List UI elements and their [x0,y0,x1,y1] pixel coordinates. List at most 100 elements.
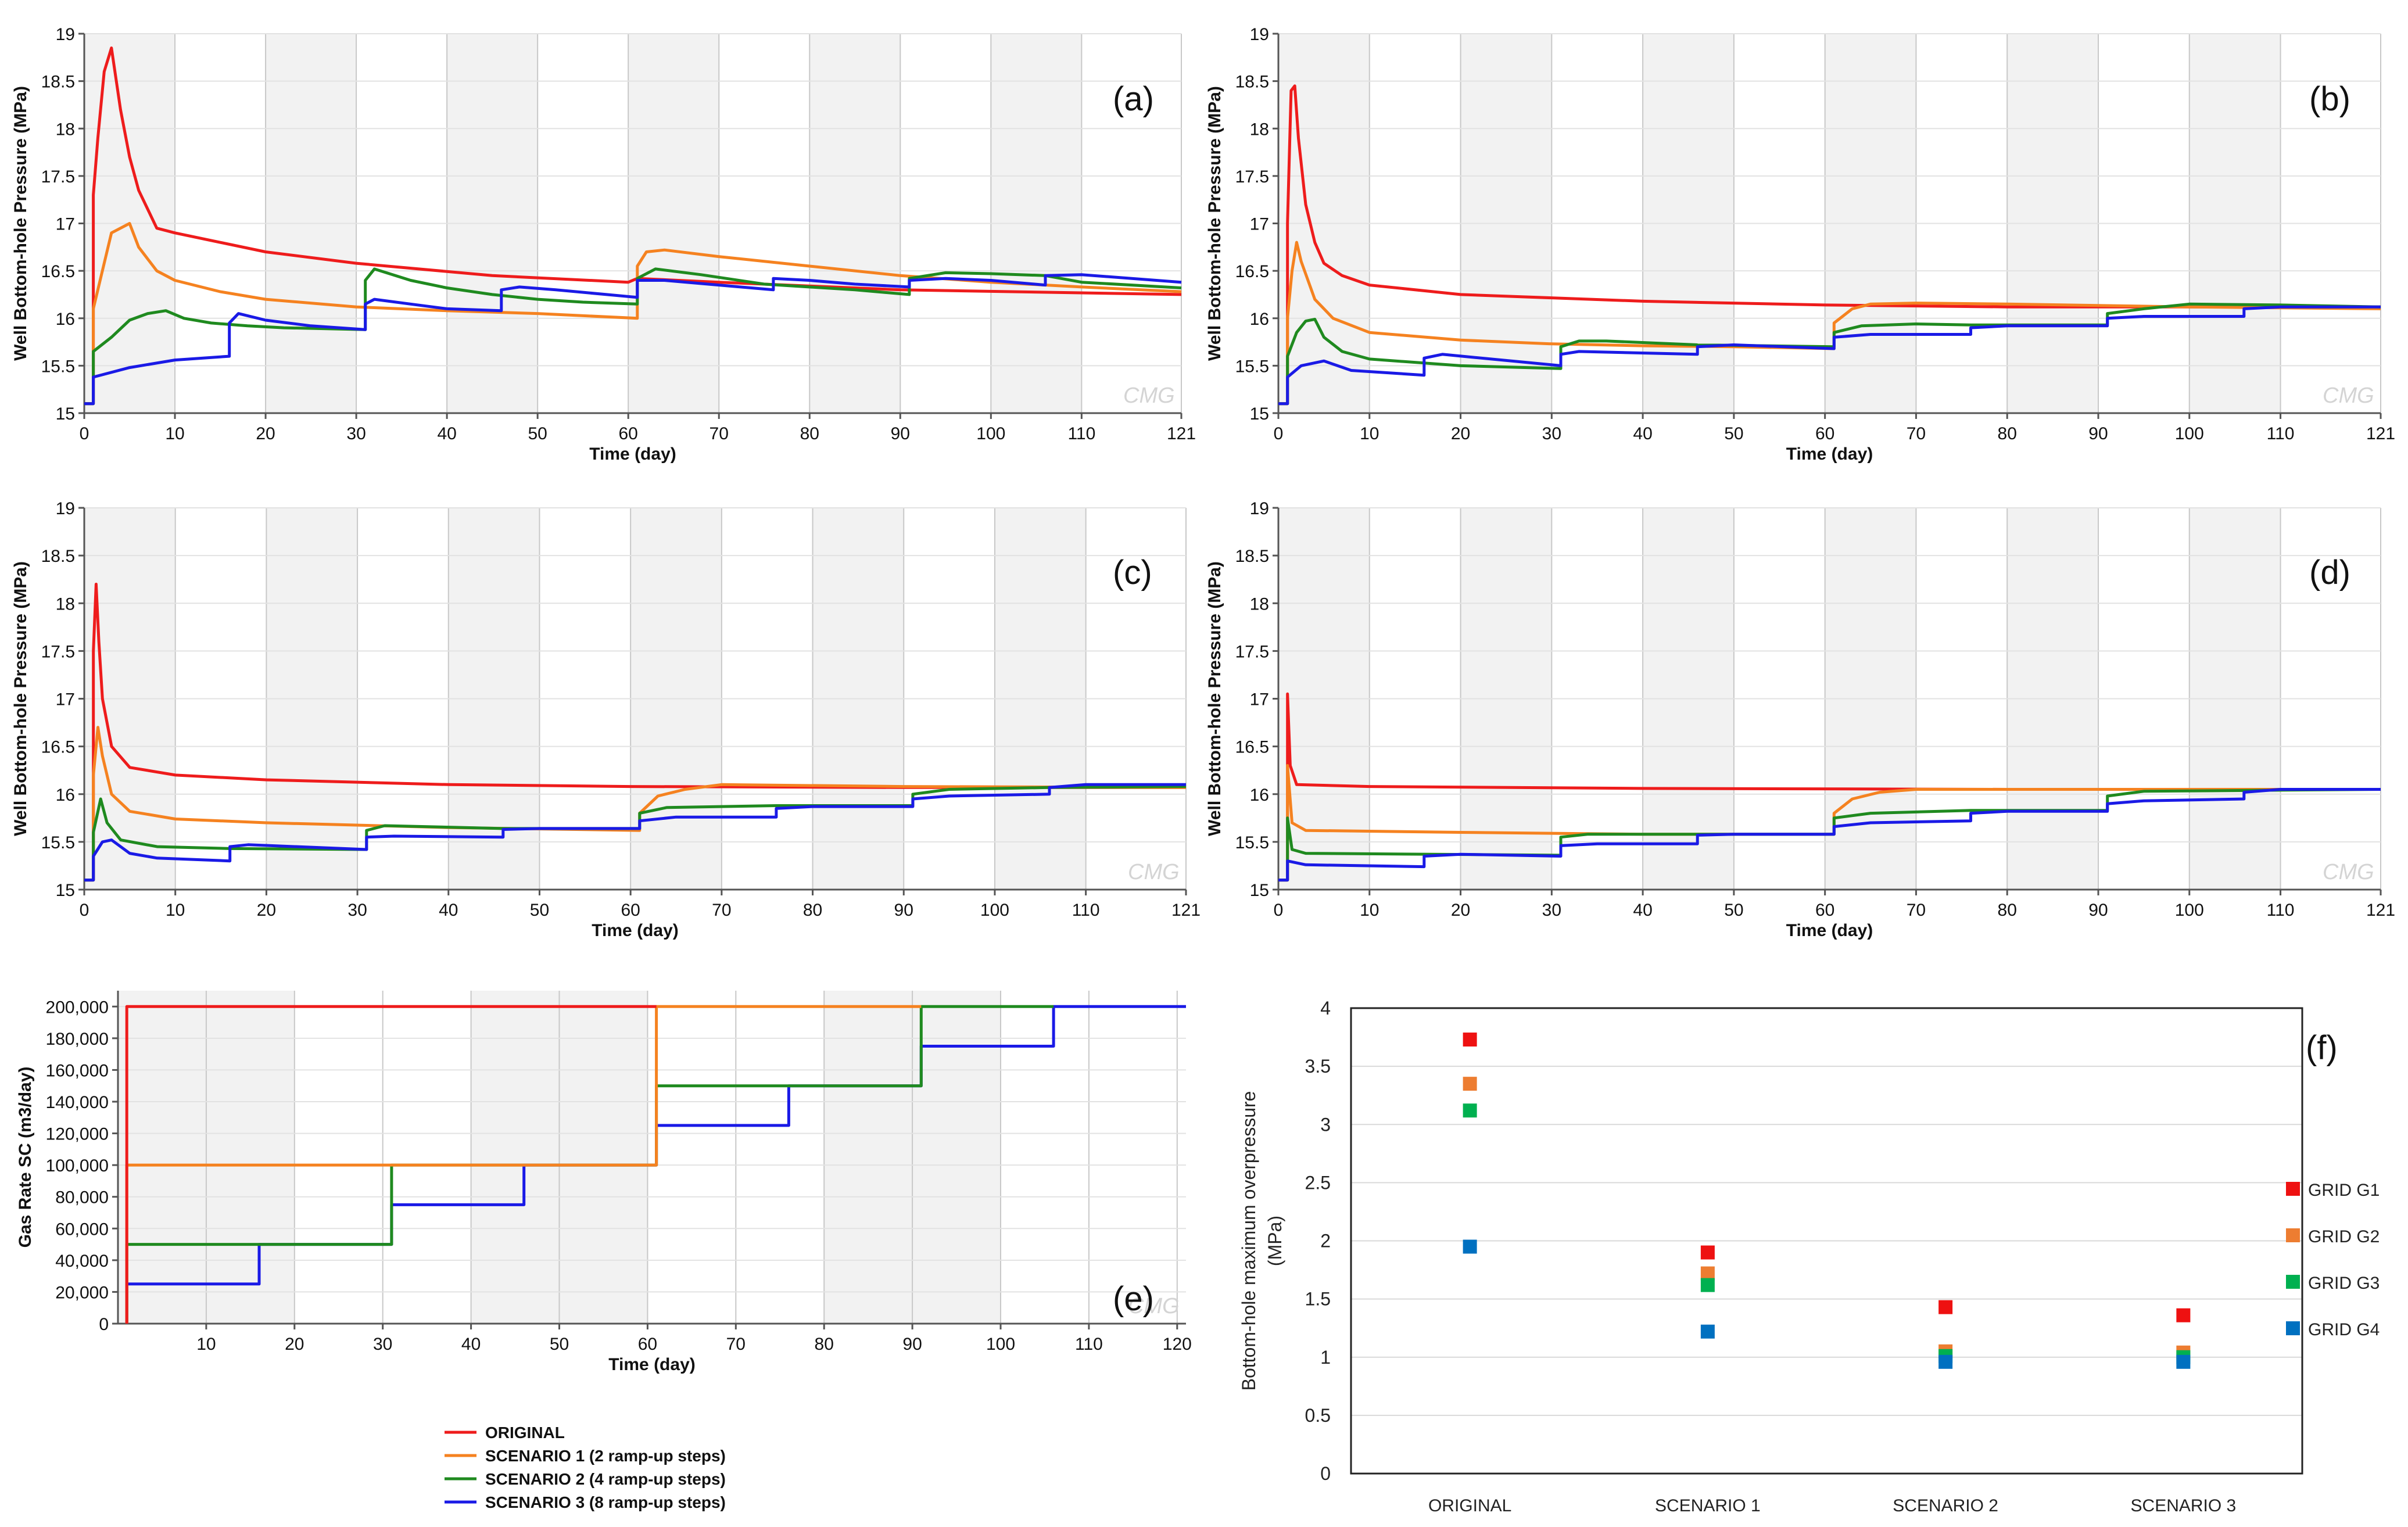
y-tick-label: 15.5 [1235,833,1269,852]
x-tick-label: 50 [1724,424,1743,443]
x-tick-label: 20 [285,1335,304,1354]
y-tick-label: 16 [1250,310,1269,329]
marker-grid-g4 [1700,1324,1715,1339]
x-tick-label: 30 [373,1335,392,1354]
legend-label: SCENARIO 3 (8 ramp-up steps) [485,1493,726,1511]
x-tick-label: 90 [2088,424,2108,443]
y-tick-label: 4 [1320,998,1331,1019]
x-axis-title: Time (day) [1786,921,1873,940]
y-tick-label: 1 [1320,1347,1331,1368]
y-tick-label: 0 [1320,1463,1331,1484]
x-tick-label: 0 [1274,424,1284,443]
x-tick-label: 10 [196,1335,216,1354]
x-tick-label: 100 [980,901,1009,920]
x-tick-label: 100 [2175,901,2204,920]
y-tick-label: 18 [56,594,75,614]
x-tick-label: 70 [709,424,729,443]
x-tick-label: 0 [80,424,89,443]
y-tick-label: 18 [1250,594,1269,614]
marker-grid-g1 [2176,1308,2191,1322]
x-tick-label: 60 [621,901,640,920]
x-tick-label: 70 [1907,424,1926,443]
marker-grid-g2 [1463,1077,1477,1091]
x-tick-label: 0 [1274,901,1284,920]
y-tick-label: 15 [1250,881,1269,900]
chart-panel-c: 0 10 20 30 40 50 60 70 80 90 100 110 121 15 15.5 16 16.5… [11,499,1201,940]
legend-swatch [2286,1228,2300,1242]
x-tick-label: 40 [437,424,456,443]
y-axis-title: Gas Rate SC (m3/day) [16,1067,35,1248]
series-line-scenario3 [84,783,1186,882]
x-tick-label: 80 [1998,901,2017,920]
y-tick-label: 17.5 [41,167,75,187]
category-label: ORIGINAL [1428,1496,1511,1515]
x-tick-label: 121 [1171,901,1201,920]
x-tick-label: 70 [712,901,731,920]
y-tick-label: 16 [56,786,75,805]
x-tick-label: 30 [1542,901,1561,920]
y-tick-label: 15.5 [1235,357,1269,376]
x-tick-label: 50 [1724,901,1743,920]
x-axis-title: Time (day) [592,921,679,940]
x-tick-label: 80 [800,424,819,443]
legend-label: SCENARIO 2 (4 ramp-up steps) [485,1470,726,1488]
chart-panel-d: 0 10 20 30 40 50 60 70 80 90 100 110 121 15 15.5 16 16.5… [1205,499,2395,940]
y-tick-label: 17.5 [1235,642,1269,661]
series-line-original [84,46,1182,406]
x-tick-label: 90 [902,1335,922,1354]
series-line-scenario1 [84,222,1182,406]
panel-label: (b) [2309,80,2350,118]
marker-grid-g1 [1938,1300,1953,1314]
chart-panel-e: 10 20 30 40 50 60 70 80 90 100 110 120 0 20,000 40,000… [16,991,1192,1511]
marker-grid-g3 [1700,1278,1715,1292]
series-line-scenario3 [1278,305,2381,406]
y-tick-label: 18 [1250,120,1269,139]
marker-grid-g1 [1463,1033,1477,1047]
panel-label: (f) [2306,1029,2338,1067]
x-tick-label: 80 [1998,424,2017,443]
y-axis-title: Well Bottom-hole Pressure (MPa) [11,561,30,836]
legend-swatch [2286,1321,2300,1335]
x-tick-label: 20 [1451,901,1470,920]
y-axis-title: Well Bottom-hole Pressure (MPa) [1205,86,1224,361]
x-tick-label: 70 [1907,901,1926,920]
marker-grid-g1 [1700,1245,1715,1260]
x-tick-label: 50 [550,1335,569,1354]
x-tick-label: 60 [1815,424,1834,443]
x-tick-label: 110 [1072,901,1100,920]
y-tick-label: 19 [1250,499,1269,518]
x-tick-label: 121 [2366,424,2395,443]
x-tick-label: 40 [461,1335,481,1354]
x-tick-label: 10 [1360,424,1379,443]
y-axis-title-line2: (MPa) [1264,1216,1285,1266]
chart-panel-b: 0 10 20 30 40 50 60 70 80 90 100 110 121 15 15.5 16 16.5… [1205,25,2395,464]
legend-label: GRID G1 [2308,1181,2380,1200]
x-tick-label: 20 [256,424,275,443]
x-tick-label: 110 [1067,424,1095,443]
x-axis-title: Time (day) [608,1355,696,1374]
y-tick-label: 18.5 [1235,547,1269,566]
x-tick-label: 10 [166,901,185,920]
y-tick-label: 17.5 [1235,167,1269,187]
marker-grid-g4 [1938,1354,1953,1369]
y-tick-label: 3 [1320,1114,1331,1135]
cmg-watermark: CMG [2323,383,2374,408]
x-tick-label: 121 [2366,901,2395,920]
x-tick-label: 60 [638,1335,657,1354]
x-tick-label: 60 [619,424,638,443]
x-tick-label: 110 [2267,424,2295,443]
y-axis-title: Well Bottom-hole Pressure (MPa) [11,86,30,361]
y-tick-label: 17 [56,690,75,709]
marker-grid-g4 [2176,1354,2191,1369]
x-tick-label: 10 [1360,901,1379,920]
y-tick-label: 16.5 [41,738,75,757]
x-tick-label: 80 [803,901,822,920]
x-tick-label: 30 [347,901,367,920]
series-line-original [1278,84,2381,406]
y-tick-label: 140,000 [46,1093,109,1112]
y-tick-label: 16 [56,310,75,329]
series-line-scenario1 [1278,241,2381,406]
series-line-original [125,1005,657,1324]
x-axis-title: Time (day) [589,445,676,464]
